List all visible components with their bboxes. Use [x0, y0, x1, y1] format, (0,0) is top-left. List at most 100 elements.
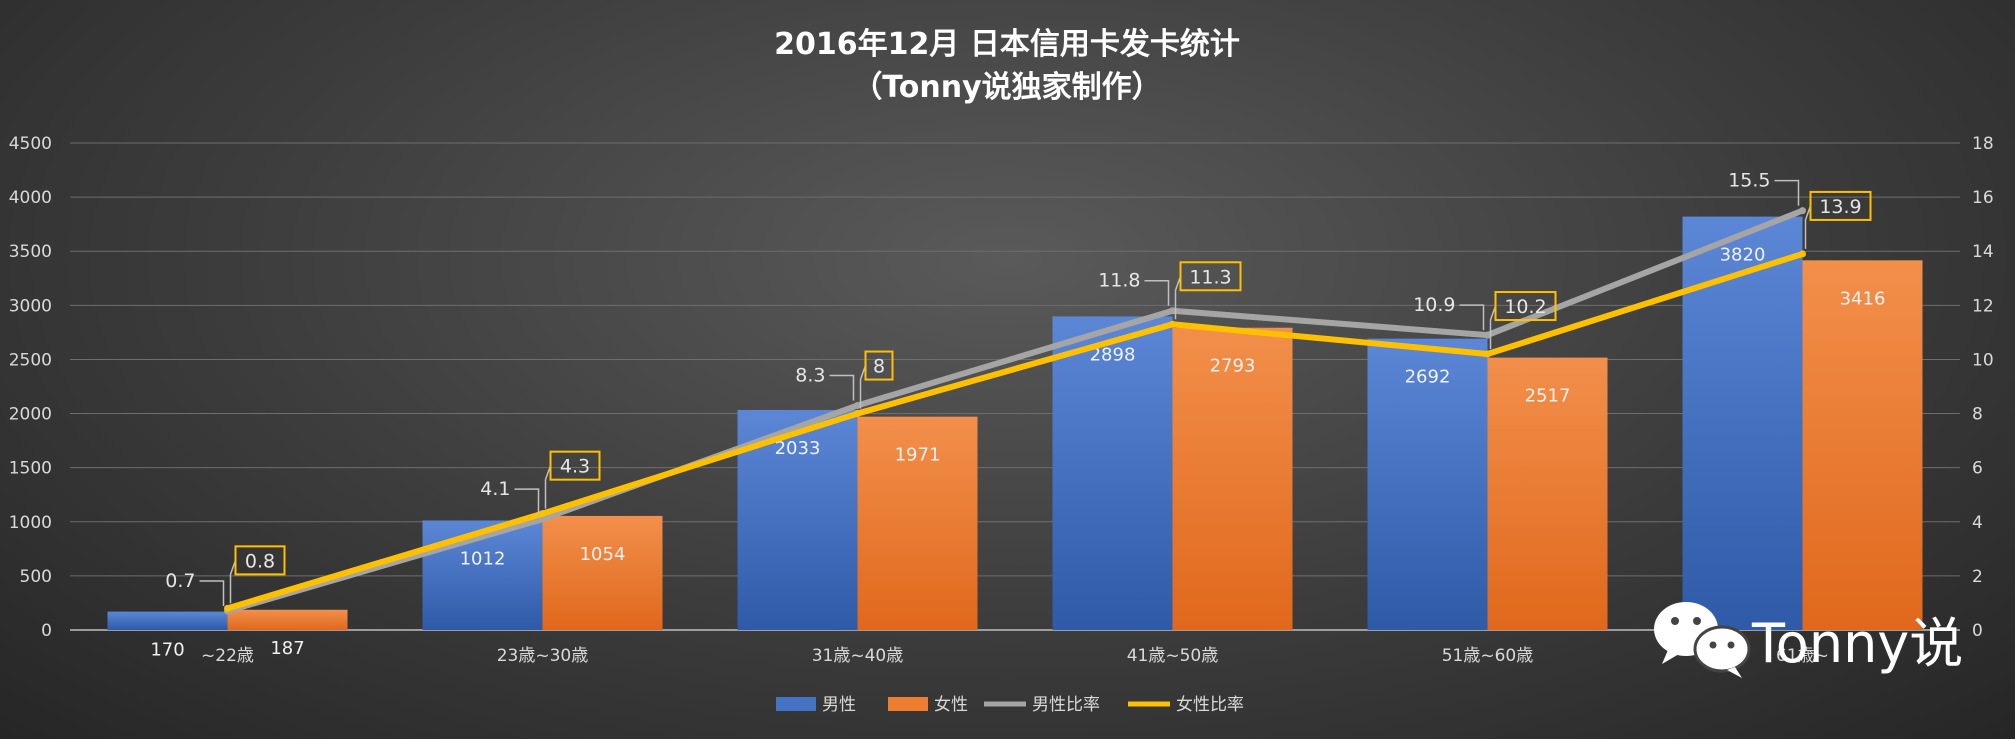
- gridlines: [70, 142, 1960, 631]
- leader-line-female: [1804, 205, 1812, 249]
- y-right-tick-label: 2: [1972, 567, 1983, 587]
- leader-line-male: [1144, 279, 1170, 306]
- ratio-label-male: 4.1: [480, 478, 510, 500]
- bar-label-female: 1054: [580, 544, 626, 565]
- ratio-label-female: 4.3: [560, 456, 590, 478]
- ratio-label-box: [1809, 190, 1872, 221]
- bar-label-male: 2898: [1090, 344, 1136, 365]
- bar-male: [1052, 316, 1173, 630]
- point-male-ratio: [539, 515, 546, 523]
- legend-label: 女性: [934, 695, 968, 715]
- x-axis-labels: ~22歳 23歳~30歳 31歳~40歳 41歳~50歳 51歳~60歳 61歳~: [201, 646, 1829, 666]
- bar-label-female: 2793: [1210, 356, 1256, 377]
- legend-label: 女性比率: [1176, 695, 1244, 715]
- y-left-tick-label: 500: [20, 567, 52, 587]
- y-axis-left: 0 500 1000 1500 2000 2500 3000 3500 4000 4500: [9, 134, 52, 641]
- line-female-ratio: [224, 250, 1806, 612]
- ratio-label-female: 0.8: [245, 550, 275, 572]
- legend: 男性 女性 男性比率 女性比率: [776, 695, 1244, 715]
- bar-female: [542, 515, 663, 630]
- leader-line-female: [544, 465, 552, 509]
- bar-female: [227, 609, 348, 630]
- bar-label-female: 187: [270, 638, 304, 659]
- y-axis-right: 0 2 4 6 8 10 12 14 16 18: [1972, 134, 1994, 641]
- point-female-ratio: [1169, 320, 1176, 328]
- bar-label-male: 2692: [1405, 367, 1451, 388]
- bar-label-male: 3820: [1720, 245, 1766, 266]
- bar-label-female: 3416: [1840, 288, 1886, 309]
- point-male-ratio: [1799, 207, 1806, 215]
- point-female-ratio: [1799, 250, 1806, 258]
- y-right-tick-label: 10: [1972, 350, 1994, 370]
- ratio-label-female: 11.3: [1189, 266, 1231, 288]
- x-tick-label: 41歳~50歳: [1127, 646, 1219, 666]
- y-right-tick-label: 16: [1972, 188, 1994, 208]
- bars: [107, 216, 1923, 630]
- legend-swatch: [776, 697, 816, 711]
- leader-line-male: [1774, 179, 1800, 206]
- bar-female: [1487, 357, 1608, 630]
- bar-label-male: 170: [150, 640, 184, 661]
- y-left-tick-label: 4000: [9, 188, 52, 208]
- ratio-label-female: 8: [873, 356, 885, 378]
- ratio-label-male: 10.9: [1413, 294, 1455, 316]
- bar-male: [1682, 216, 1803, 630]
- point-female-ratio: [539, 510, 546, 518]
- legend-label: 男性比率: [1032, 695, 1100, 715]
- y-right-tick-label: 4: [1972, 513, 1983, 533]
- ratio-label-box: [1494, 291, 1557, 322]
- chart-title: 2016年12月 日本信用卡发卡统计: [774, 27, 1240, 62]
- x-tick-label: 31歳~40歳: [812, 646, 904, 666]
- y-left-tick-label: 4500: [9, 134, 52, 154]
- x-tick-label: 61歳~: [1776, 646, 1829, 666]
- point-male-ratio: [1484, 331, 1491, 339]
- ratio-label-box: [234, 545, 286, 576]
- ratio-lines: [224, 207, 1806, 615]
- legend-swatch: [888, 697, 928, 711]
- bar-label-male: 1012: [460, 548, 506, 569]
- line-male-ratio: [224, 207, 1806, 615]
- leader-line-female: [1174, 276, 1182, 320]
- point-female-ratio: [1484, 350, 1491, 358]
- y-left-tick-label: 1500: [9, 459, 52, 479]
- ratio-label-male: 15.5: [1728, 170, 1770, 192]
- ratio-label-male: 0.7: [165, 570, 195, 592]
- legend-label: 男性: [822, 695, 856, 715]
- bar-female: [1172, 327, 1293, 630]
- ratio-label-box: [549, 450, 601, 481]
- point-male-ratio: [1169, 307, 1176, 315]
- y-right-tick-label: 12: [1972, 296, 1994, 316]
- y-left-tick-label: 3000: [9, 296, 52, 316]
- y-left-tick-label: 2500: [9, 350, 52, 370]
- ratio-labels: 0.7 4.1 8.3 11.8 10.9 15.5 0.8 4.3 8 11.3 10.2 13.9: [165, 170, 1872, 607]
- y-right-tick-label: 18: [1972, 134, 1994, 154]
- leader-line-female: [229, 560, 237, 604]
- wechat-icon: [1654, 602, 1751, 678]
- y-left-tick-label: 1000: [9, 513, 52, 533]
- leader-line-male: [1459, 304, 1485, 331]
- watermark: Tonny说: [1654, 602, 1963, 678]
- ratio-label-box: [1179, 261, 1242, 292]
- bar-male: [107, 611, 228, 630]
- y-right-tick-label: 14: [1972, 242, 1994, 262]
- x-tick-label: ~22歳: [201, 646, 254, 666]
- leader-line-female: [1489, 305, 1497, 350]
- watermark-text: Tonny说: [1751, 612, 1963, 675]
- leader-line-male: [829, 374, 855, 401]
- leader-line-male: [199, 580, 225, 607]
- bar-label-female: 2517: [1525, 386, 1571, 407]
- bar-male: [1367, 338, 1488, 630]
- point-female-ratio: [854, 410, 861, 418]
- ratio-label-male: 11.8: [1098, 270, 1140, 292]
- point-male-ratio: [854, 401, 861, 409]
- x-tick-label: 23歳~30歳: [497, 646, 589, 666]
- bar-labels: 170 187 1012 1054 2033 1971 2898 2793 2692 2517 38…: [150, 245, 1885, 661]
- y-right-tick-label: 0: [1972, 621, 1983, 641]
- y-right-tick-label: 8: [1972, 405, 1983, 425]
- leader-line-female: [859, 365, 867, 409]
- ratio-label-female: 10.2: [1504, 296, 1546, 318]
- ratio-label-male: 8.3: [795, 364, 825, 386]
- chart-subtitle: （Tonny说独家制作）: [852, 70, 1161, 105]
- ratio-label-female: 13.9: [1819, 196, 1861, 218]
- y-left-tick-label: 0: [41, 621, 52, 641]
